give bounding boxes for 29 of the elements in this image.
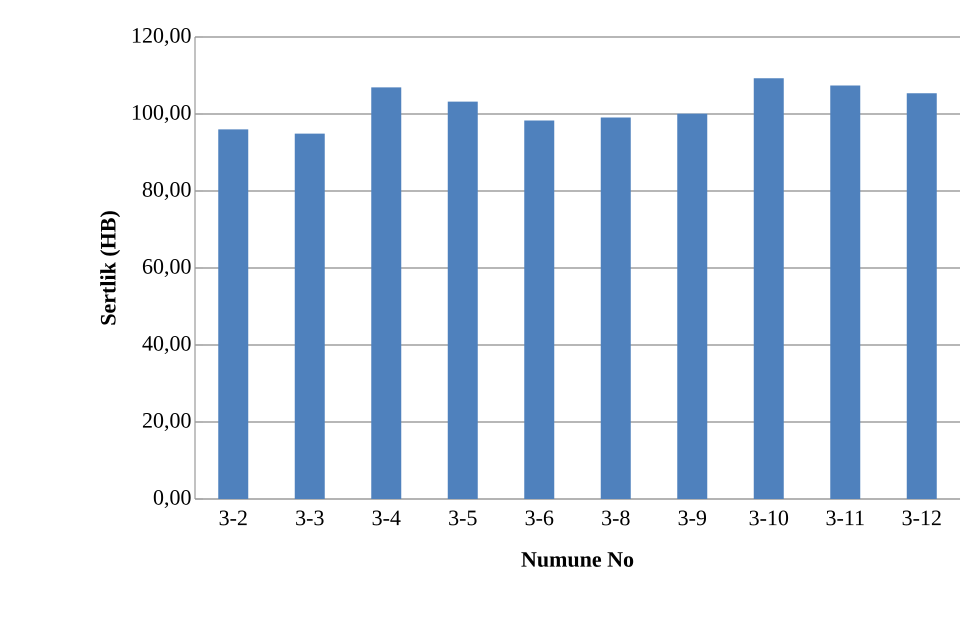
x-axis-title: Numune No <box>521 552 634 567</box>
x-tick-label: 3-8 <box>602 510 630 526</box>
x-tick-label: 3-10 <box>750 510 788 526</box>
bar <box>677 114 708 499</box>
x-tick-label: 3-9 <box>678 510 706 526</box>
bar <box>754 78 784 499</box>
x-tick-label: 3-6 <box>526 510 554 526</box>
y-tick-label: 40,00 <box>142 336 191 354</box>
x-tick-label: 3-4 <box>372 510 401 526</box>
x-tick-label: 3-2 <box>220 510 247 526</box>
bar <box>218 129 248 499</box>
x-tick-label: 3-11 <box>826 510 864 526</box>
bar <box>371 87 402 499</box>
x-tick-label: 3-12 <box>902 510 941 526</box>
y-axis-title: Sertlik (HB) <box>100 211 120 325</box>
x-tick-label: 3-3 <box>296 510 324 526</box>
bar <box>294 134 325 499</box>
y-tick-label: 120,00 <box>132 28 191 46</box>
bar <box>600 117 631 499</box>
y-tick-label: 100,00 <box>132 104 191 124</box>
bar <box>524 120 554 499</box>
y-tick-label: 80,00 <box>142 182 191 200</box>
bar <box>906 93 937 499</box>
y-tick-label: 0,00 <box>154 490 191 508</box>
bar <box>830 86 860 499</box>
x-tick-label: 3-5 <box>449 510 477 526</box>
y-tick-label: 20,00 <box>142 412 191 432</box>
bar <box>448 102 478 499</box>
y-tick-label: 60,00 <box>142 258 191 278</box>
